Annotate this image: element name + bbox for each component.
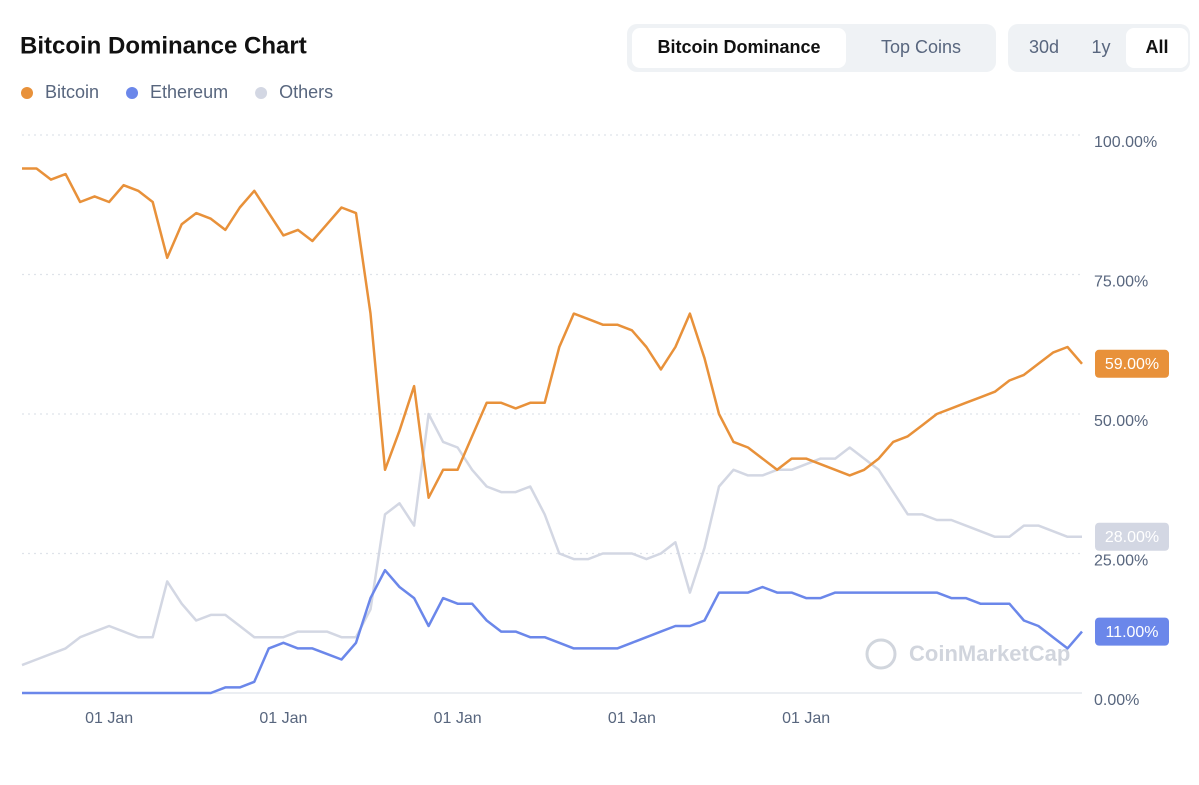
range-button[interactable]: 30d [1029,37,1059,57]
series-line [22,167,1083,499]
series-line [22,568,1083,695]
watermark-text: CoinMarketCap [909,641,1070,666]
end-label-bg [1095,617,1169,646]
x-tick-label: 01 Jan [434,710,482,727]
watermark: CoinMarketCap [865,638,1070,670]
legend-label[interactable]: Bitcoin [45,82,99,102]
end-label: 28.00% [1105,529,1159,546]
y-tick-label: 50.00% [1094,413,1148,430]
range-button[interactable]: 1y [1091,37,1110,57]
series-line [21,412,1082,667]
end-label-bg [1095,522,1169,551]
tab-selected-bg [632,28,846,68]
end-label-bg [1095,349,1169,378]
range-selected-bg [1126,28,1188,68]
x-tick-label: 01 Jan [259,710,307,727]
x-tick-label: 01 Jan [85,710,133,727]
y-tick-label: 75.00% [1094,274,1148,291]
x-tick-label: 01 Jan [782,710,830,727]
y-tick-label: 100.00% [1094,134,1157,151]
range-button[interactable]: All [1145,37,1168,57]
tab[interactable]: Bitcoin Dominance [657,37,820,57]
y-tick-label: 25.00% [1094,553,1148,570]
legend-label[interactable]: Ethereum [150,82,228,102]
legend-marker [255,87,268,99]
x-tick-label: 01 Jan [608,710,656,727]
chart-title: Bitcoin Dominance Chart [20,32,307,59]
end-label: 11.00% [1105,624,1158,641]
legend-marker [126,87,139,99]
y-tick-label: 0.00% [1094,692,1139,709]
legend-marker [21,87,33,99]
watermark-logo [865,638,897,670]
end-label: 59.00% [1105,356,1159,373]
legend-label[interactable]: Others [279,82,333,102]
tab[interactable]: Top Coins [881,37,961,57]
